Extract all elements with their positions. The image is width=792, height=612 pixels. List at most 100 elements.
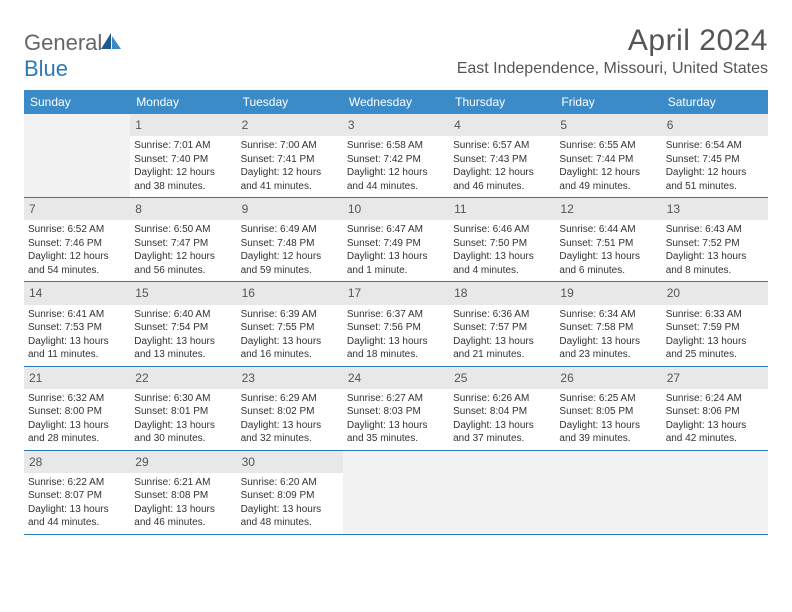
day-number: 1 <box>130 114 236 136</box>
weeks-container: 1 Sunrise: 7:01 AMSunset: 7:40 PM Daylight… <box>24 114 768 535</box>
sunrise-text: Sunrise: 6:43 AM <box>666 223 764 237</box>
sunset-text: Sunset: 8:02 PM <box>241 405 339 419</box>
day-number: 5 <box>555 114 661 136</box>
brand-blue: Blue <box>24 56 68 81</box>
sunset-text: Sunset: 8:05 PM <box>559 405 657 419</box>
daylight-text: Daylight: 13 hours and 37 minutes. <box>453 419 551 446</box>
daylight-text: Daylight: 13 hours and 28 minutes. <box>28 419 126 446</box>
sunrise-text: Sunrise: 6:49 AM <box>241 223 339 237</box>
day-number: 26 <box>555 367 661 389</box>
day-cell: 30Sunrise: 6:20 AMSunset: 8:09 PMDayligh… <box>237 451 343 534</box>
day-body: Sunrise: 6:49 AMSunset: 7:48 PMDaylight:… <box>237 220 343 281</box>
sunrise-text: Sunrise: 6:25 AM <box>559 392 657 406</box>
day-cell: 4Sunrise: 6:57 AMSunset: 7:43 PMDaylight… <box>449 114 555 197</box>
day-cell: 28Sunrise: 6:22 AMSunset: 8:07 PMDayligh… <box>24 451 130 534</box>
dow-header-cell: Saturday <box>662 90 768 114</box>
sunrise-text: Sunrise: 6:55 AM <box>559 139 657 153</box>
daylight-text: Daylight: 13 hours and 25 minutes. <box>666 335 764 362</box>
sunrise-text: Sunrise: 6:22 AM <box>28 476 126 490</box>
brand-gray: General <box>24 30 102 55</box>
logo-sail-icon <box>100 30 122 56</box>
day-body: Sunrise: 6:37 AMSunset: 7:56 PMDaylight:… <box>343 305 449 366</box>
daylight-text: Daylight: 12 hours and 41 minutes. <box>241 166 339 193</box>
brand-logo: GeneralBlue <box>24 24 122 82</box>
day-number: 23 <box>237 367 343 389</box>
sunrise-text: Sunrise: 6:37 AM <box>347 308 445 322</box>
day-body: Sunrise: 6:58 AMSunset: 7:42 PMDaylight:… <box>343 136 449 197</box>
sunset-text: Sunset: 7:58 PM <box>559 321 657 335</box>
daylight-text: Daylight: 12 hours and 44 minutes. <box>347 166 445 193</box>
day-number: 30 <box>237 451 343 473</box>
week-row: 28Sunrise: 6:22 AMSunset: 8:07 PMDayligh… <box>24 451 768 535</box>
day-cell: 8Sunrise: 6:50 AMSunset: 7:47 PMDaylight… <box>130 198 236 281</box>
day-cell: 20Sunrise: 6:33 AMSunset: 7:59 PMDayligh… <box>662 282 768 365</box>
day-body: Sunrise: 6:54 AMSunset: 7:45 PMDaylight:… <box>662 136 768 197</box>
day-body: Sunrise: 6:27 AMSunset: 8:03 PMDaylight:… <box>343 389 449 450</box>
day-number: 9 <box>237 198 343 220</box>
day-cell: 7Sunrise: 6:52 AMSunset: 7:46 PMDaylight… <box>24 198 130 281</box>
sunset-text: Sunset: 7:51 PM <box>559 237 657 251</box>
day-cell: 13Sunrise: 6:43 AMSunset: 7:52 PMDayligh… <box>662 198 768 281</box>
daylight-text: Daylight: 13 hours and 30 minutes. <box>134 419 232 446</box>
day-cell: 23Sunrise: 6:29 AMSunset: 8:02 PMDayligh… <box>237 367 343 450</box>
daylight-text: Daylight: 13 hours and 21 minutes. <box>453 335 551 362</box>
sunset-text: Sunset: 7:53 PM <box>28 321 126 335</box>
day-body: Sunrise: 6:21 AMSunset: 8:08 PMDaylight:… <box>130 473 236 534</box>
day-number: 29 <box>130 451 236 473</box>
day-cell: 15Sunrise: 6:40 AMSunset: 7:54 PMDayligh… <box>130 282 236 365</box>
day-number: 21 <box>24 367 130 389</box>
sunset-text: Sunset: 8:04 PM <box>453 405 551 419</box>
daylight-text: Daylight: 13 hours and 39 minutes. <box>559 419 657 446</box>
brand-name: GeneralBlue <box>24 30 122 82</box>
sunrise-text: Sunrise: 6:39 AM <box>241 308 339 322</box>
calendar: SundayMondayTuesdayWednesdayThursdayFrid… <box>24 90 768 535</box>
day-cell: 17Sunrise: 6:37 AMSunset: 7:56 PMDayligh… <box>343 282 449 365</box>
day-body: Sunrise: 6:22 AMSunset: 8:07 PMDaylight:… <box>24 473 130 534</box>
sunrise-text: Sunrise: 6:41 AM <box>28 308 126 322</box>
day-cell: 5Sunrise: 6:55 AMSunset: 7:44 PMDaylight… <box>555 114 661 197</box>
day-cell: 21Sunrise: 6:32 AMSunset: 8:00 PMDayligh… <box>24 367 130 450</box>
day-body: Sunrise: 6:29 AMSunset: 8:02 PMDaylight:… <box>237 389 343 450</box>
sunset-text: Sunset: 7:46 PM <box>28 237 126 251</box>
day-body: Sunrise: 6:52 AMSunset: 7:46 PMDaylight:… <box>24 220 130 281</box>
day-body: Sunrise: 6:25 AMSunset: 8:05 PMDaylight:… <box>555 389 661 450</box>
day-cell-empty <box>449 451 555 534</box>
week-row: 14 Sunrise: 6:41 AMSunset: 7:53 PM Dayligh… <box>24 282 768 366</box>
sunset-text: Sunset: 7:41 PM <box>241 153 339 167</box>
sunset-text: Sunset: 7:47 PM <box>134 237 232 251</box>
day-number: 13 <box>662 198 768 220</box>
sunset-text: Sunset: 7:59 PM <box>666 321 764 335</box>
day-cell-empty <box>662 451 768 534</box>
sunset-text: Sunset: 7:45 PM <box>666 153 764 167</box>
day-body: Sunrise: 6:46 AMSunset: 7:50 PMDaylight:… <box>449 220 555 281</box>
day-cell: 14Sunrise: 6:41 AMSunset: 7:53 PMDayligh… <box>24 282 130 365</box>
sunset-text: Sunset: 7:57 PM <box>453 321 551 335</box>
daylight-text: Daylight: 13 hours and 16 minutes. <box>241 335 339 362</box>
sunrise-text: Sunrise: 6:32 AM <box>28 392 126 406</box>
daylight-text: Daylight: 13 hours and 35 minutes. <box>347 419 445 446</box>
day-number: 14 <box>24 282 130 304</box>
daylight-text: Daylight: 13 hours and 23 minutes. <box>559 335 657 362</box>
day-cell: 1Sunrise: 7:01 AMSunset: 7:40 PMDaylight… <box>130 114 236 197</box>
day-number: 6 <box>662 114 768 136</box>
sunset-text: Sunset: 7:40 PM <box>134 153 232 167</box>
sunrise-text: Sunrise: 6:46 AM <box>453 223 551 237</box>
day-body: Sunrise: 6:40 AMSunset: 7:54 PMDaylight:… <box>130 305 236 366</box>
sunrise-text: Sunrise: 6:54 AM <box>666 139 764 153</box>
sunrise-text: Sunrise: 6:47 AM <box>347 223 445 237</box>
sunrise-text: Sunrise: 7:01 AM <box>134 139 232 153</box>
day-body: Sunrise: 6:24 AMSunset: 8:06 PMDaylight:… <box>662 389 768 450</box>
day-cell: 10Sunrise: 6:47 AMSunset: 7:49 PMDayligh… <box>343 198 449 281</box>
day-number: 10 <box>343 198 449 220</box>
dow-header-cell: Friday <box>555 90 661 114</box>
sunset-text: Sunset: 7:54 PM <box>134 321 232 335</box>
day-body: Sunrise: 6:30 AMSunset: 8:01 PMDaylight:… <box>130 389 236 450</box>
daylight-text: Daylight: 13 hours and 13 minutes. <box>134 335 232 362</box>
daylight-text: Daylight: 12 hours and 51 minutes. <box>666 166 764 193</box>
day-number: 17 <box>343 282 449 304</box>
day-cell: 26Sunrise: 6:25 AMSunset: 8:05 PMDayligh… <box>555 367 661 450</box>
day-number: 22 <box>130 367 236 389</box>
daylight-text: Daylight: 12 hours and 56 minutes. <box>134 250 232 277</box>
sunset-text: Sunset: 7:43 PM <box>453 153 551 167</box>
day-number: 7 <box>24 198 130 220</box>
